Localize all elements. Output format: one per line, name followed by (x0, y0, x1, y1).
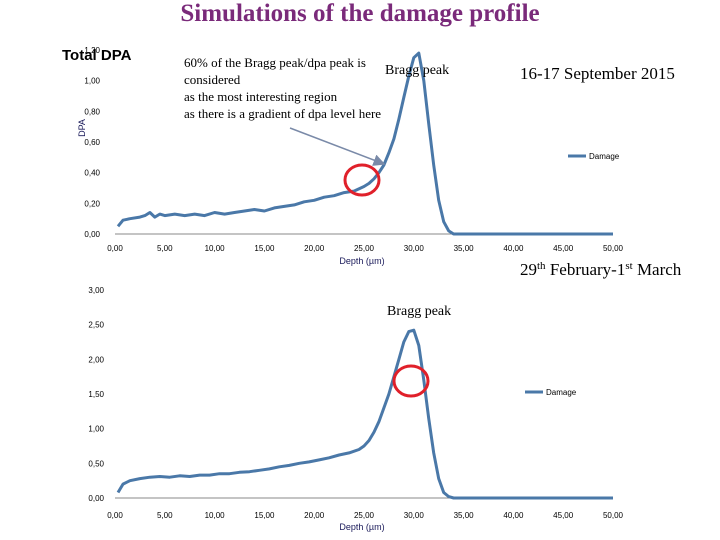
x-tick-label: 35,00 (454, 244, 475, 253)
page-title: Simulations of the damage profile (180, 0, 540, 27)
x-tick-label: 40,00 (503, 244, 524, 253)
x-tick-label: 25,00 (354, 511, 375, 520)
y-tick-label: 3,00 (88, 286, 104, 295)
x-tick-label: 10,00 (205, 511, 226, 520)
x-tick-label: 0,00 (107, 511, 123, 520)
top-y-axis-label: DPA (77, 119, 87, 137)
x-tick-label: 35,00 (454, 511, 475, 520)
x-tick-label: 30,00 (404, 511, 425, 520)
bottom-x-axis-label: Depth (µm) (339, 522, 384, 532)
y-tick-label: 0,60 (84, 138, 100, 147)
y-tick-label: 1,50 (88, 390, 104, 399)
bottom-damage-series-line (116, 328, 613, 500)
x-tick-label: 15,00 (254, 511, 275, 520)
date-label-bottom: 29th February-1st March (520, 260, 682, 279)
y-tick-label: 0,00 (88, 494, 104, 503)
top-bragg-region-circle (343, 163, 381, 197)
y-tick-label: 0,40 (84, 169, 100, 178)
x-tick-label: 40,00 (503, 511, 524, 520)
bottom-y-tick-labels: 0,00 0,50 1,00 1,50 2,00 2,50 3,00 (88, 286, 104, 503)
date-bottom-day: 29 (520, 260, 537, 279)
x-tick-label: 20,00 (304, 511, 325, 520)
x-tick-label: 15,00 (254, 244, 275, 253)
bottom-bragg-region-circle (392, 364, 430, 398)
date-bottom-month: February-1 (546, 260, 626, 279)
x-tick-label: 0,00 (107, 244, 123, 253)
x-tick-label: 5,00 (157, 244, 173, 253)
x-tick-label: 20,00 (304, 244, 325, 253)
bottom-legend-label: Damage (546, 388, 577, 397)
note-arrow (289, 127, 386, 166)
bottom-chart: 0,00 0,50 1,00 1,50 2,00 2,50 3,00 0,00 5,00 10,… (88, 286, 623, 532)
note-line-1: 60% of the Bragg peak/dpa peak is (184, 55, 366, 70)
date-bottom-end: March (633, 260, 682, 279)
y-tick-label: 0,00 (84, 230, 100, 239)
date-bottom-sup2: st (625, 260, 632, 272)
y-tick-label: 1,00 (84, 77, 100, 86)
note-line-3: as the most interesting region (184, 89, 338, 104)
note-text: 60% of the Bragg peak/dpa peak is consid… (184, 55, 381, 121)
x-tick-label: 45,00 (553, 244, 574, 253)
x-tick-label: 30,00 (404, 244, 425, 253)
x-tick-label: 25,00 (354, 244, 375, 253)
x-tick-label: 10,00 (205, 244, 226, 253)
x-tick-label: 50,00 (603, 511, 624, 520)
x-tick-label: 45,00 (553, 511, 574, 520)
note-line-4: as there is a gradient of dpa level here (184, 106, 381, 121)
y-tick-label: 1,00 (88, 425, 104, 434)
top-x-tick-labels: 0,00 5,00 10,00 15,00 20,00 25,00 30,00 35,00 40… (107, 244, 623, 253)
top-legend-label: Damage (589, 152, 620, 161)
y-tick-label: 2,50 (88, 321, 104, 330)
total-dpa-label: Total DPA (62, 47, 132, 64)
y-tick-label: 0,80 (84, 107, 100, 116)
note-line-2: considered (184, 72, 241, 87)
bragg-peak-label-bottom: Bragg peak (387, 304, 451, 319)
date-label-top: 16-17 September 2015 (520, 64, 675, 83)
top-x-axis-label: Depth (µm) (339, 256, 384, 266)
top-damage-series-line (116, 51, 613, 236)
y-tick-label: 2,00 (88, 355, 104, 364)
x-tick-label: 5,00 (157, 511, 173, 520)
date-bottom-sup1: th (537, 260, 546, 272)
x-tick-label: 50,00 (603, 244, 624, 253)
y-tick-label: 1,20 (84, 46, 100, 55)
bragg-peak-label-top: Bragg peak (385, 63, 449, 78)
top-chart: 0,00 0,20 0,40 0,60 0,80 1,00 1,20 0,00 5,00 10,… (77, 46, 624, 266)
y-tick-label: 0,20 (84, 199, 100, 208)
y-tick-label: 0,50 (88, 459, 104, 468)
bottom-x-tick-labels: 0,00 5,00 10,00 15,00 20,00 25,00 30,00 35,00 40… (107, 511, 623, 520)
top-y-tick-labels: 0,00 0,20 0,40 0,60 0,80 1,00 1,20 (84, 46, 100, 239)
